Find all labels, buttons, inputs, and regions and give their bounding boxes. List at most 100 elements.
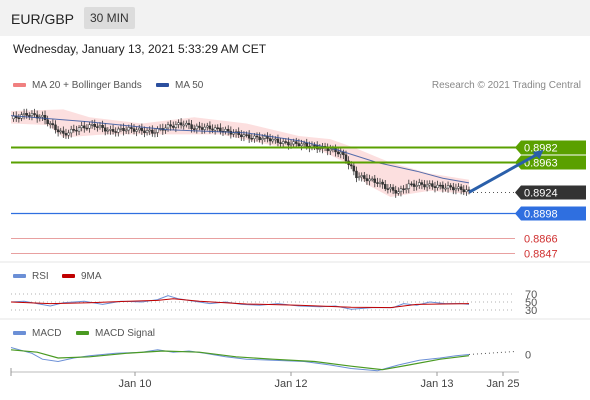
candle-body xyxy=(135,129,138,132)
candle-body xyxy=(153,132,157,134)
candle-body xyxy=(363,175,366,179)
candle-body xyxy=(344,154,348,162)
candle-body xyxy=(64,133,68,136)
candle-body xyxy=(12,115,15,120)
candle-body xyxy=(247,134,251,139)
candle-body xyxy=(169,124,172,127)
candle-body xyxy=(297,143,301,147)
candle-body xyxy=(245,134,248,136)
legend-ma20: MA 20 + Bollinger Bands xyxy=(13,80,142,91)
price-tag-price xyxy=(515,185,586,200)
rsi-tick-label: 30 xyxy=(525,305,537,317)
candle-body xyxy=(425,184,429,188)
price-label-resistance: 0.8963 xyxy=(524,158,558,170)
rsi-line xyxy=(10,295,470,310)
candle-body xyxy=(352,165,356,172)
candle-body xyxy=(54,124,57,130)
candle-body xyxy=(418,182,421,186)
candle-body xyxy=(255,135,259,138)
x-tick-label: Jan 13 xyxy=(420,378,453,390)
timeframe-badge[interactable]: 30 MIN xyxy=(84,7,135,29)
legend-9ma: 9MA xyxy=(62,271,102,282)
price-label-support: 0.8898 xyxy=(524,209,558,221)
candle-body xyxy=(420,182,424,185)
candle-body xyxy=(172,125,175,128)
candle-body xyxy=(75,129,78,132)
candle-body xyxy=(415,185,418,187)
candle-body xyxy=(232,132,235,135)
candle-body xyxy=(389,187,392,190)
price-label-extra_support: 0.8866 xyxy=(524,234,558,246)
candle-body xyxy=(433,186,437,188)
price-tag-support xyxy=(515,206,586,221)
candle-body xyxy=(200,127,204,130)
candle-body xyxy=(412,183,416,187)
candle-body xyxy=(446,185,450,189)
candle-body xyxy=(240,134,243,138)
candle-body xyxy=(423,184,426,188)
candle-body xyxy=(187,122,191,125)
candle-body xyxy=(329,148,332,152)
candle-body xyxy=(114,131,117,133)
candle-body xyxy=(253,135,256,140)
candle-body xyxy=(441,184,445,189)
candle-body xyxy=(459,186,463,190)
candle-body xyxy=(46,119,49,125)
candle-body xyxy=(263,135,267,139)
candle-body xyxy=(302,142,306,145)
candle-body xyxy=(30,113,34,117)
candle-body xyxy=(284,141,288,143)
candle-body xyxy=(370,178,374,181)
candle-body xyxy=(69,129,73,134)
candle-body xyxy=(62,130,65,134)
candle-body xyxy=(179,122,183,126)
candle-body xyxy=(177,122,180,125)
candle-body xyxy=(376,182,379,184)
legend-ma50-swatch xyxy=(156,83,169,88)
candle-body xyxy=(268,138,272,142)
legend-rsi-label: RSI xyxy=(32,271,49,282)
candle-body xyxy=(88,124,91,129)
candle-body xyxy=(111,129,115,132)
candle-body xyxy=(258,136,261,141)
price-tag-resistance xyxy=(515,140,586,155)
candle-body xyxy=(90,124,94,126)
candle-body xyxy=(56,129,60,133)
price-label-price: 0.8924 xyxy=(524,188,558,200)
candle-body xyxy=(96,126,99,128)
x-tick-label: Jan 25 xyxy=(486,378,519,390)
legend-ma20-swatch xyxy=(13,83,26,88)
candle-body xyxy=(226,128,230,132)
candle-body xyxy=(281,141,285,144)
header-bar: EUR/GBP 30 MIN xyxy=(0,0,590,36)
bollinger-band xyxy=(11,109,469,197)
candle-body xyxy=(122,127,125,132)
candle-body xyxy=(219,127,222,132)
candle-body xyxy=(85,127,89,130)
legend-macd-signal-swatch xyxy=(76,331,89,336)
candle-body xyxy=(386,188,390,190)
candle-body xyxy=(190,124,193,129)
candle-body xyxy=(271,138,274,142)
legend-9ma-swatch xyxy=(62,274,75,279)
candle-body xyxy=(106,129,110,132)
candle-body xyxy=(462,189,466,193)
candle-body xyxy=(103,127,107,132)
candle-body xyxy=(25,113,28,116)
candle-body xyxy=(216,127,220,130)
candle-body xyxy=(326,147,329,152)
candle-body xyxy=(373,178,377,183)
candle-body xyxy=(313,144,316,147)
rsi-tick-label: 70 xyxy=(525,289,537,301)
candle-body xyxy=(93,124,96,127)
candle-body xyxy=(287,141,290,146)
candle-body xyxy=(260,138,264,141)
candle-body xyxy=(357,176,361,179)
legend-rsi: RSI xyxy=(13,271,49,282)
candle-body xyxy=(399,188,403,193)
candle-body xyxy=(465,189,468,193)
candle-body xyxy=(80,125,83,128)
candle-body xyxy=(67,132,70,136)
candle-body xyxy=(300,143,303,147)
macd-signal-line xyxy=(10,349,470,371)
